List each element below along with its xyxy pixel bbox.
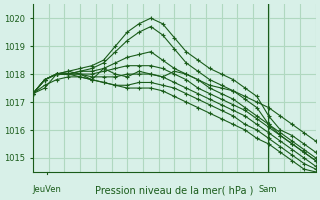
Text: Sam: Sam <box>259 185 277 194</box>
Text: JeuVen: JeuVen <box>33 185 61 194</box>
X-axis label: Pression niveau de la mer( hPa ): Pression niveau de la mer( hPa ) <box>95 186 253 196</box>
